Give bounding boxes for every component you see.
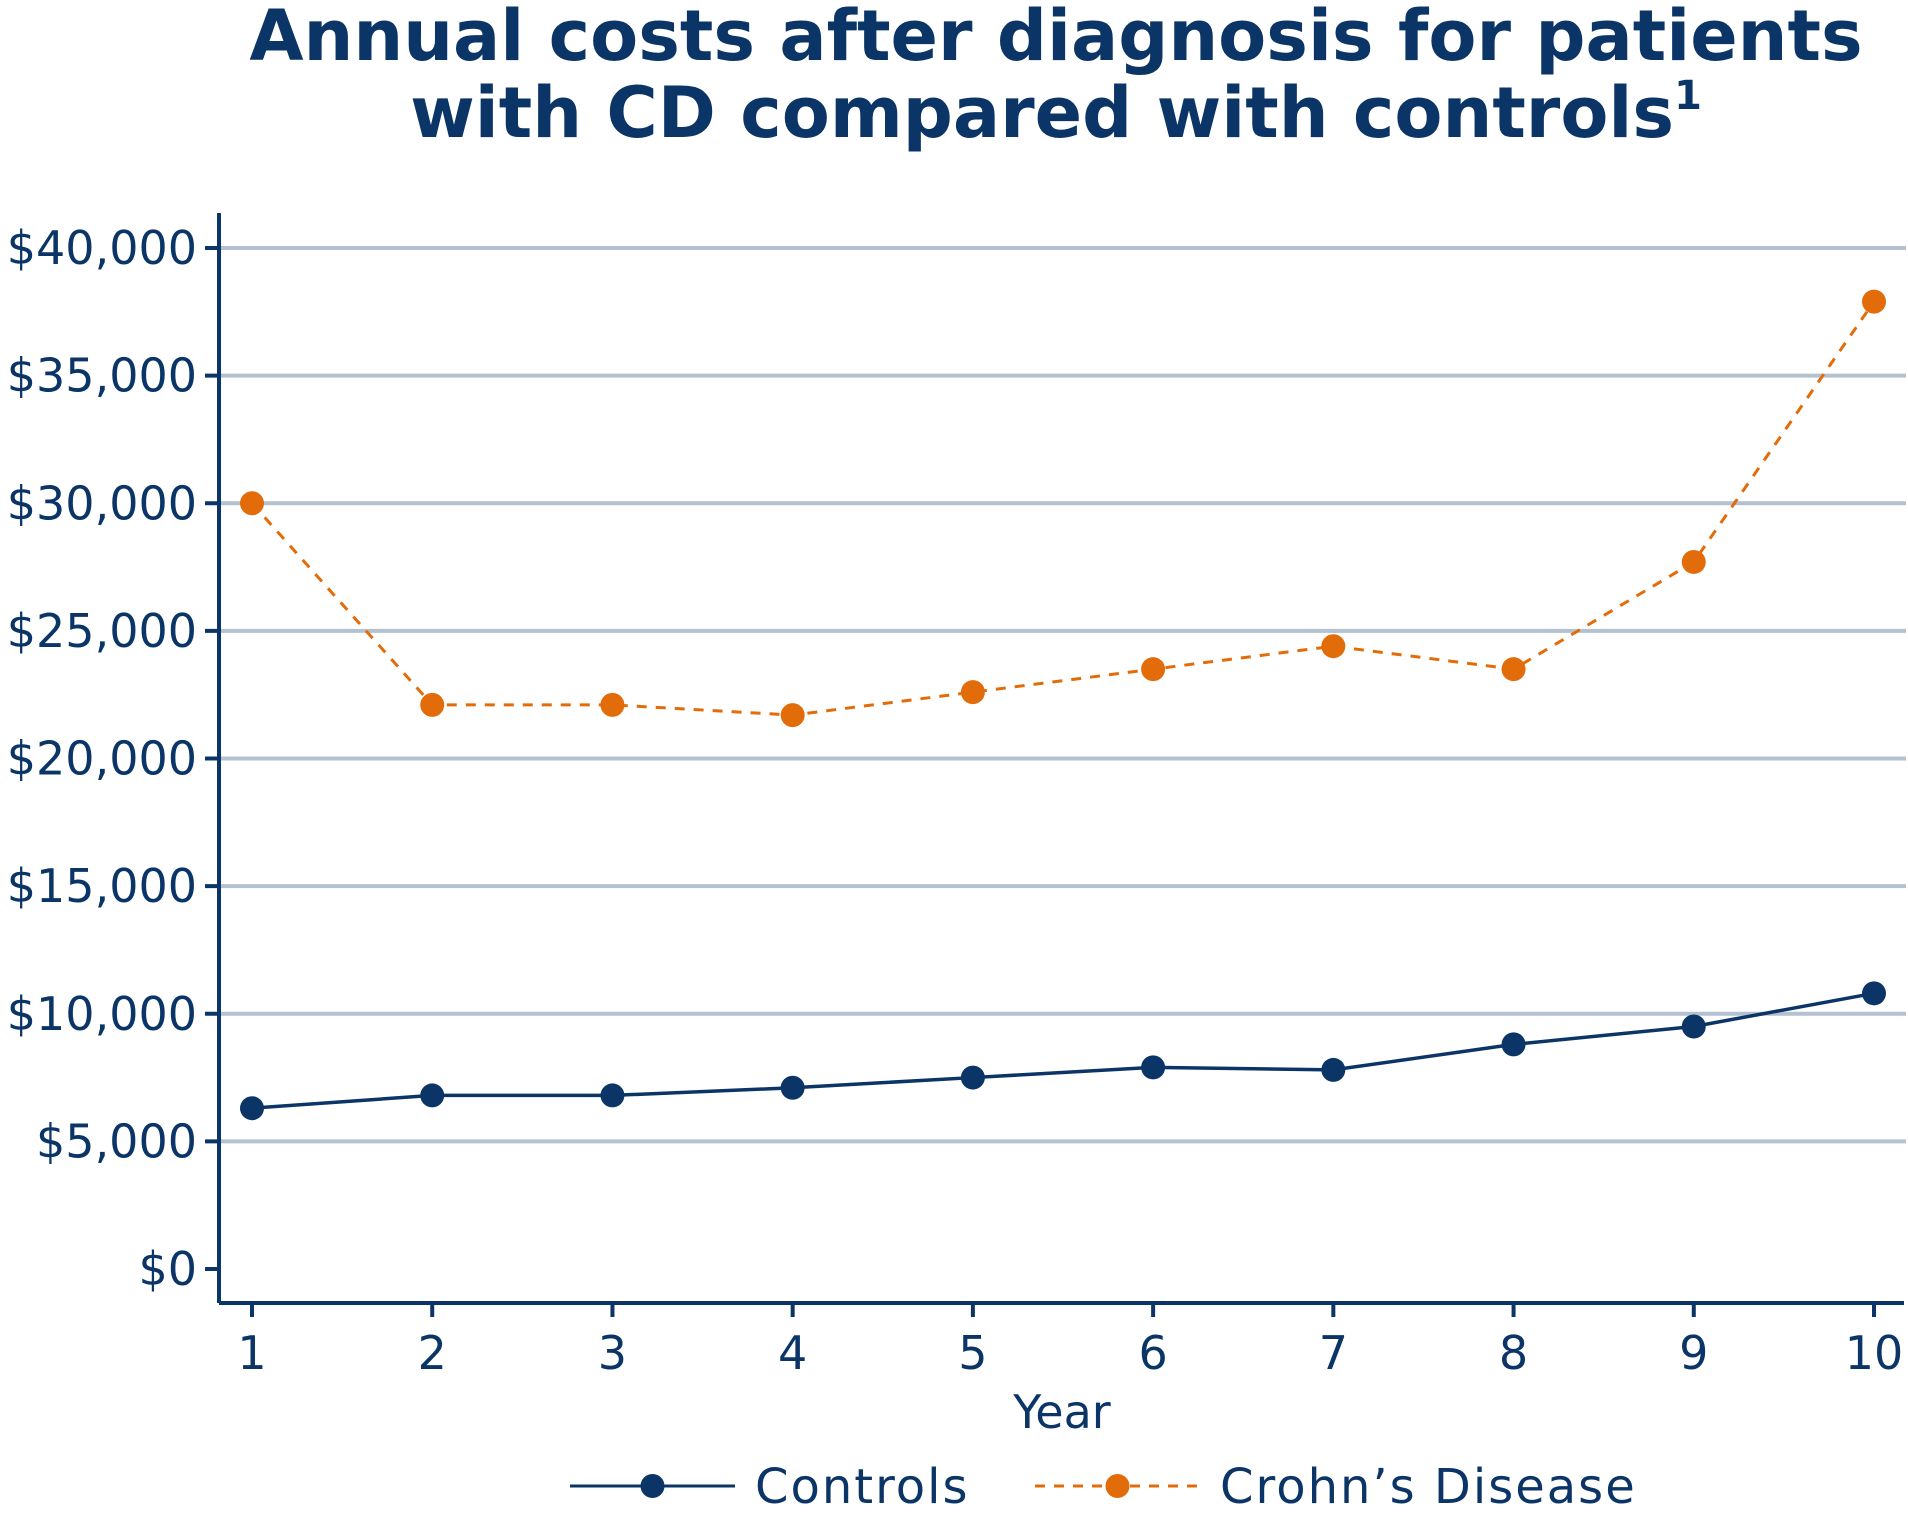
data-point — [240, 491, 264, 516]
y-tick-label: $25,000 — [7, 604, 197, 658]
data-point — [1862, 289, 1886, 314]
data-point — [960, 1065, 985, 1090]
data-point — [420, 692, 445, 717]
data-point — [1501, 657, 1526, 682]
data-point — [1681, 1014, 1706, 1039]
x-tick-label: 4 — [778, 1326, 807, 1380]
x-axis-label: Year — [1012, 1385, 1110, 1439]
legend-label: Controls — [755, 1459, 970, 1515]
x-tick-label: 3 — [598, 1326, 627, 1380]
x-tick-label: 8 — [1499, 1326, 1528, 1380]
y-tick-label: $20,000 — [7, 732, 197, 786]
y-tick-label: $10,000 — [7, 987, 197, 1041]
legend-marker — [1105, 1474, 1130, 1498]
x-tick-label: 2 — [418, 1326, 447, 1380]
chart-title-line-1: Annual costs after diagnosis for patient… — [249, 0, 1862, 77]
legend: Controls Crohn’s Disease — [570, 1459, 1637, 1515]
x-tick-label: 6 — [1138, 1326, 1167, 1380]
data-point — [780, 703, 805, 728]
title-superscript: 1 — [1674, 73, 1702, 119]
data-point — [420, 1083, 445, 1108]
data-point — [960, 680, 985, 705]
x-tick-label: 5 — [958, 1326, 987, 1380]
series-line — [251, 991, 1875, 1110]
data-point — [1321, 1057, 1346, 1082]
chart-title-line-2: with CD compared with controls1 — [410, 72, 1702, 154]
y-tick-label: $0 — [138, 1242, 197, 1296]
data-point — [1501, 1032, 1526, 1057]
x-tick-label: 10 — [1845, 1326, 1904, 1380]
series-layer — [240, 289, 1886, 1121]
y-tick-label: $40,000 — [7, 221, 197, 275]
gridlines — [219, 246, 1906, 1144]
data-point — [240, 1096, 264, 1121]
data-point — [1141, 657, 1166, 682]
x-tick-label: 7 — [1319, 1326, 1348, 1380]
y-tick-label: $30,000 — [7, 476, 197, 530]
y-tick-label: $5,000 — [36, 1114, 197, 1168]
y-tick-label: $15,000 — [7, 859, 197, 913]
data-point — [780, 1075, 805, 1100]
data-point — [1681, 549, 1706, 574]
data-point — [600, 1083, 625, 1108]
data-point — [1141, 1055, 1166, 1080]
legend-label: Crohn’s Disease — [1220, 1459, 1637, 1515]
data-point — [600, 692, 625, 717]
x-tick-label: 1 — [237, 1326, 266, 1380]
axes: $0 $5,000 $10,000 $15,000 $20,000 $25,000 $30,… — [7, 213, 1904, 1380]
series-line — [250, 300, 1876, 717]
data-point — [1862, 981, 1886, 1006]
y-tick-label: $35,000 — [7, 349, 197, 403]
data-point — [1321, 634, 1346, 659]
x-tick-label: 9 — [1679, 1326, 1708, 1380]
legend-marker — [640, 1474, 665, 1498]
